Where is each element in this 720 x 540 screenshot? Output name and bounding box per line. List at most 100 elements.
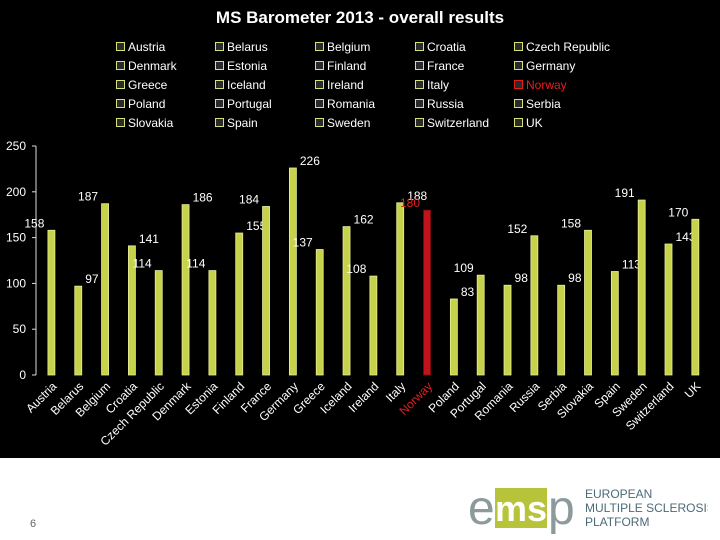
legend-item-czech-republic: Czech Republic — [514, 40, 610, 54]
legend-swatch — [514, 42, 523, 52]
legend-item-iceland: Iceland — [215, 78, 266, 92]
legend-label: Belarus — [227, 40, 268, 54]
bar-greece — [315, 249, 324, 376]
legend-item-germany: Germany — [514, 59, 575, 73]
legend-item-france: France — [415, 59, 464, 73]
bar-uk — [691, 218, 700, 376]
legend-item-switzerland: Switzerland — [415, 116, 489, 130]
legend-item-uk: UK — [514, 116, 543, 130]
value-label-poland: 83 — [461, 285, 475, 299]
value-label-slovakia: 158 — [561, 216, 581, 230]
legend-item-austria: Austria — [116, 40, 165, 54]
category-label-uk: UK — [682, 379, 704, 401]
bar-finland — [235, 232, 244, 376]
value-label-romania: 98 — [515, 271, 529, 285]
value-label-italy: 188 — [407, 189, 427, 203]
legend-item-portugal: Portugal — [215, 97, 272, 111]
value-label-serbia: 98 — [568, 271, 582, 285]
legend-item-estonia: Estonia — [215, 59, 267, 73]
y-tick-label: 150 — [6, 231, 26, 245]
legend-item-sweden: Sweden — [315, 116, 370, 130]
y-tick-label: 200 — [6, 185, 26, 199]
bar-norway — [423, 209, 431, 376]
legend-swatch — [116, 99, 125, 109]
value-label-denmark: 186 — [193, 191, 213, 205]
legend-label: UK — [526, 116, 543, 130]
value-label-norway: 180 — [400, 196, 420, 210]
legend-label: France — [427, 59, 465, 73]
value-label-finland: 155 — [246, 219, 266, 233]
legend-swatch — [514, 61, 523, 71]
logo-line-2: MULTIPLE SCLEROSIS — [585, 501, 708, 515]
legend-swatch — [215, 118, 224, 128]
legend-label: Serbia — [526, 97, 561, 111]
y-tick-label: 50 — [13, 322, 27, 336]
bar-italy — [396, 202, 405, 376]
legend-swatch — [116, 80, 125, 90]
legend-label: Finland — [327, 59, 367, 73]
value-label-sweden: 191 — [615, 186, 635, 200]
legend-label: Denmark — [128, 59, 177, 73]
legend-swatch — [415, 118, 424, 128]
legend-swatch — [215, 99, 224, 109]
bar-sweden — [637, 199, 646, 376]
chart-panel: MS Barometer 2013 - overall results Aust… — [0, 0, 720, 458]
logo-line-3: PLATFORM — [585, 515, 649, 529]
legend-item-ireland: Ireland — [315, 78, 364, 92]
logo-line-1: EUROPEAN — [585, 487, 652, 501]
legend: Austria Belarus Belgium Croatia Czech Republ… — [0, 0, 720, 140]
legend-item-belarus: Belarus — [215, 40, 268, 54]
bar-russia — [530, 235, 539, 376]
legend-swatch — [514, 99, 523, 109]
legend-label: Sweden — [327, 116, 371, 130]
value-label-greece: 137 — [293, 236, 313, 250]
logo-letters-ms: ms — [495, 488, 547, 529]
legend-swatch — [315, 118, 324, 128]
bar-austria — [47, 229, 56, 376]
bar-belarus — [74, 285, 83, 376]
legend-item-croatia: Croatia — [415, 40, 466, 54]
legend-item-serbia: Serbia — [514, 97, 561, 111]
legend-label: Germany — [526, 59, 576, 73]
y-tick-label: 0 — [19, 368, 26, 382]
legend-item-finland: Finland — [315, 59, 366, 73]
value-label-switzerland: 143 — [676, 230, 696, 244]
value-label-uk: 170 — [668, 205, 688, 219]
bar-switzerland — [664, 243, 673, 376]
legend-label: Norway — [526, 78, 567, 92]
category-label-russia: Russia — [507, 379, 543, 415]
legend-swatch — [215, 42, 224, 52]
legend-item-belgium: Belgium — [315, 40, 370, 54]
legend-swatch — [315, 99, 324, 109]
legend-swatch — [415, 61, 424, 71]
page-number: 6 — [30, 518, 37, 530]
legend-swatch — [215, 80, 224, 90]
legend-swatch — [116, 61, 125, 71]
legend-label: Iceland — [227, 78, 266, 92]
legend-label: Estonia — [227, 59, 268, 73]
legend-item-denmark: Denmark — [116, 59, 177, 73]
legend-label: Czech Republic — [526, 40, 611, 54]
legend-swatch — [415, 80, 424, 90]
value-label-austria: 158 — [24, 216, 44, 230]
value-label-spain: 113 — [622, 257, 641, 271]
logo-letter-e: e — [468, 482, 495, 535]
bar-belgium — [101, 203, 109, 376]
legend-item-slovakia: Slovakia — [116, 116, 173, 130]
legend-swatch — [415, 42, 424, 52]
legend-swatch — [315, 61, 324, 71]
legend-label: Switzerland — [427, 116, 490, 130]
y-tick-label: 100 — [6, 276, 26, 290]
legend-item-poland: Poland — [116, 97, 165, 111]
legend-label: Russia — [427, 97, 464, 111]
legend-item-romania: Romania — [315, 97, 375, 111]
bar-germany — [288, 167, 297, 376]
legend-swatch — [315, 42, 324, 52]
legend-swatch — [116, 118, 125, 128]
legend-item-norway: Norway — [514, 78, 567, 92]
value-label-ireland: 108 — [346, 262, 366, 276]
legend-label: Romania — [327, 97, 376, 111]
legend-label: Spain — [227, 116, 258, 130]
bar-denmark — [181, 204, 190, 376]
